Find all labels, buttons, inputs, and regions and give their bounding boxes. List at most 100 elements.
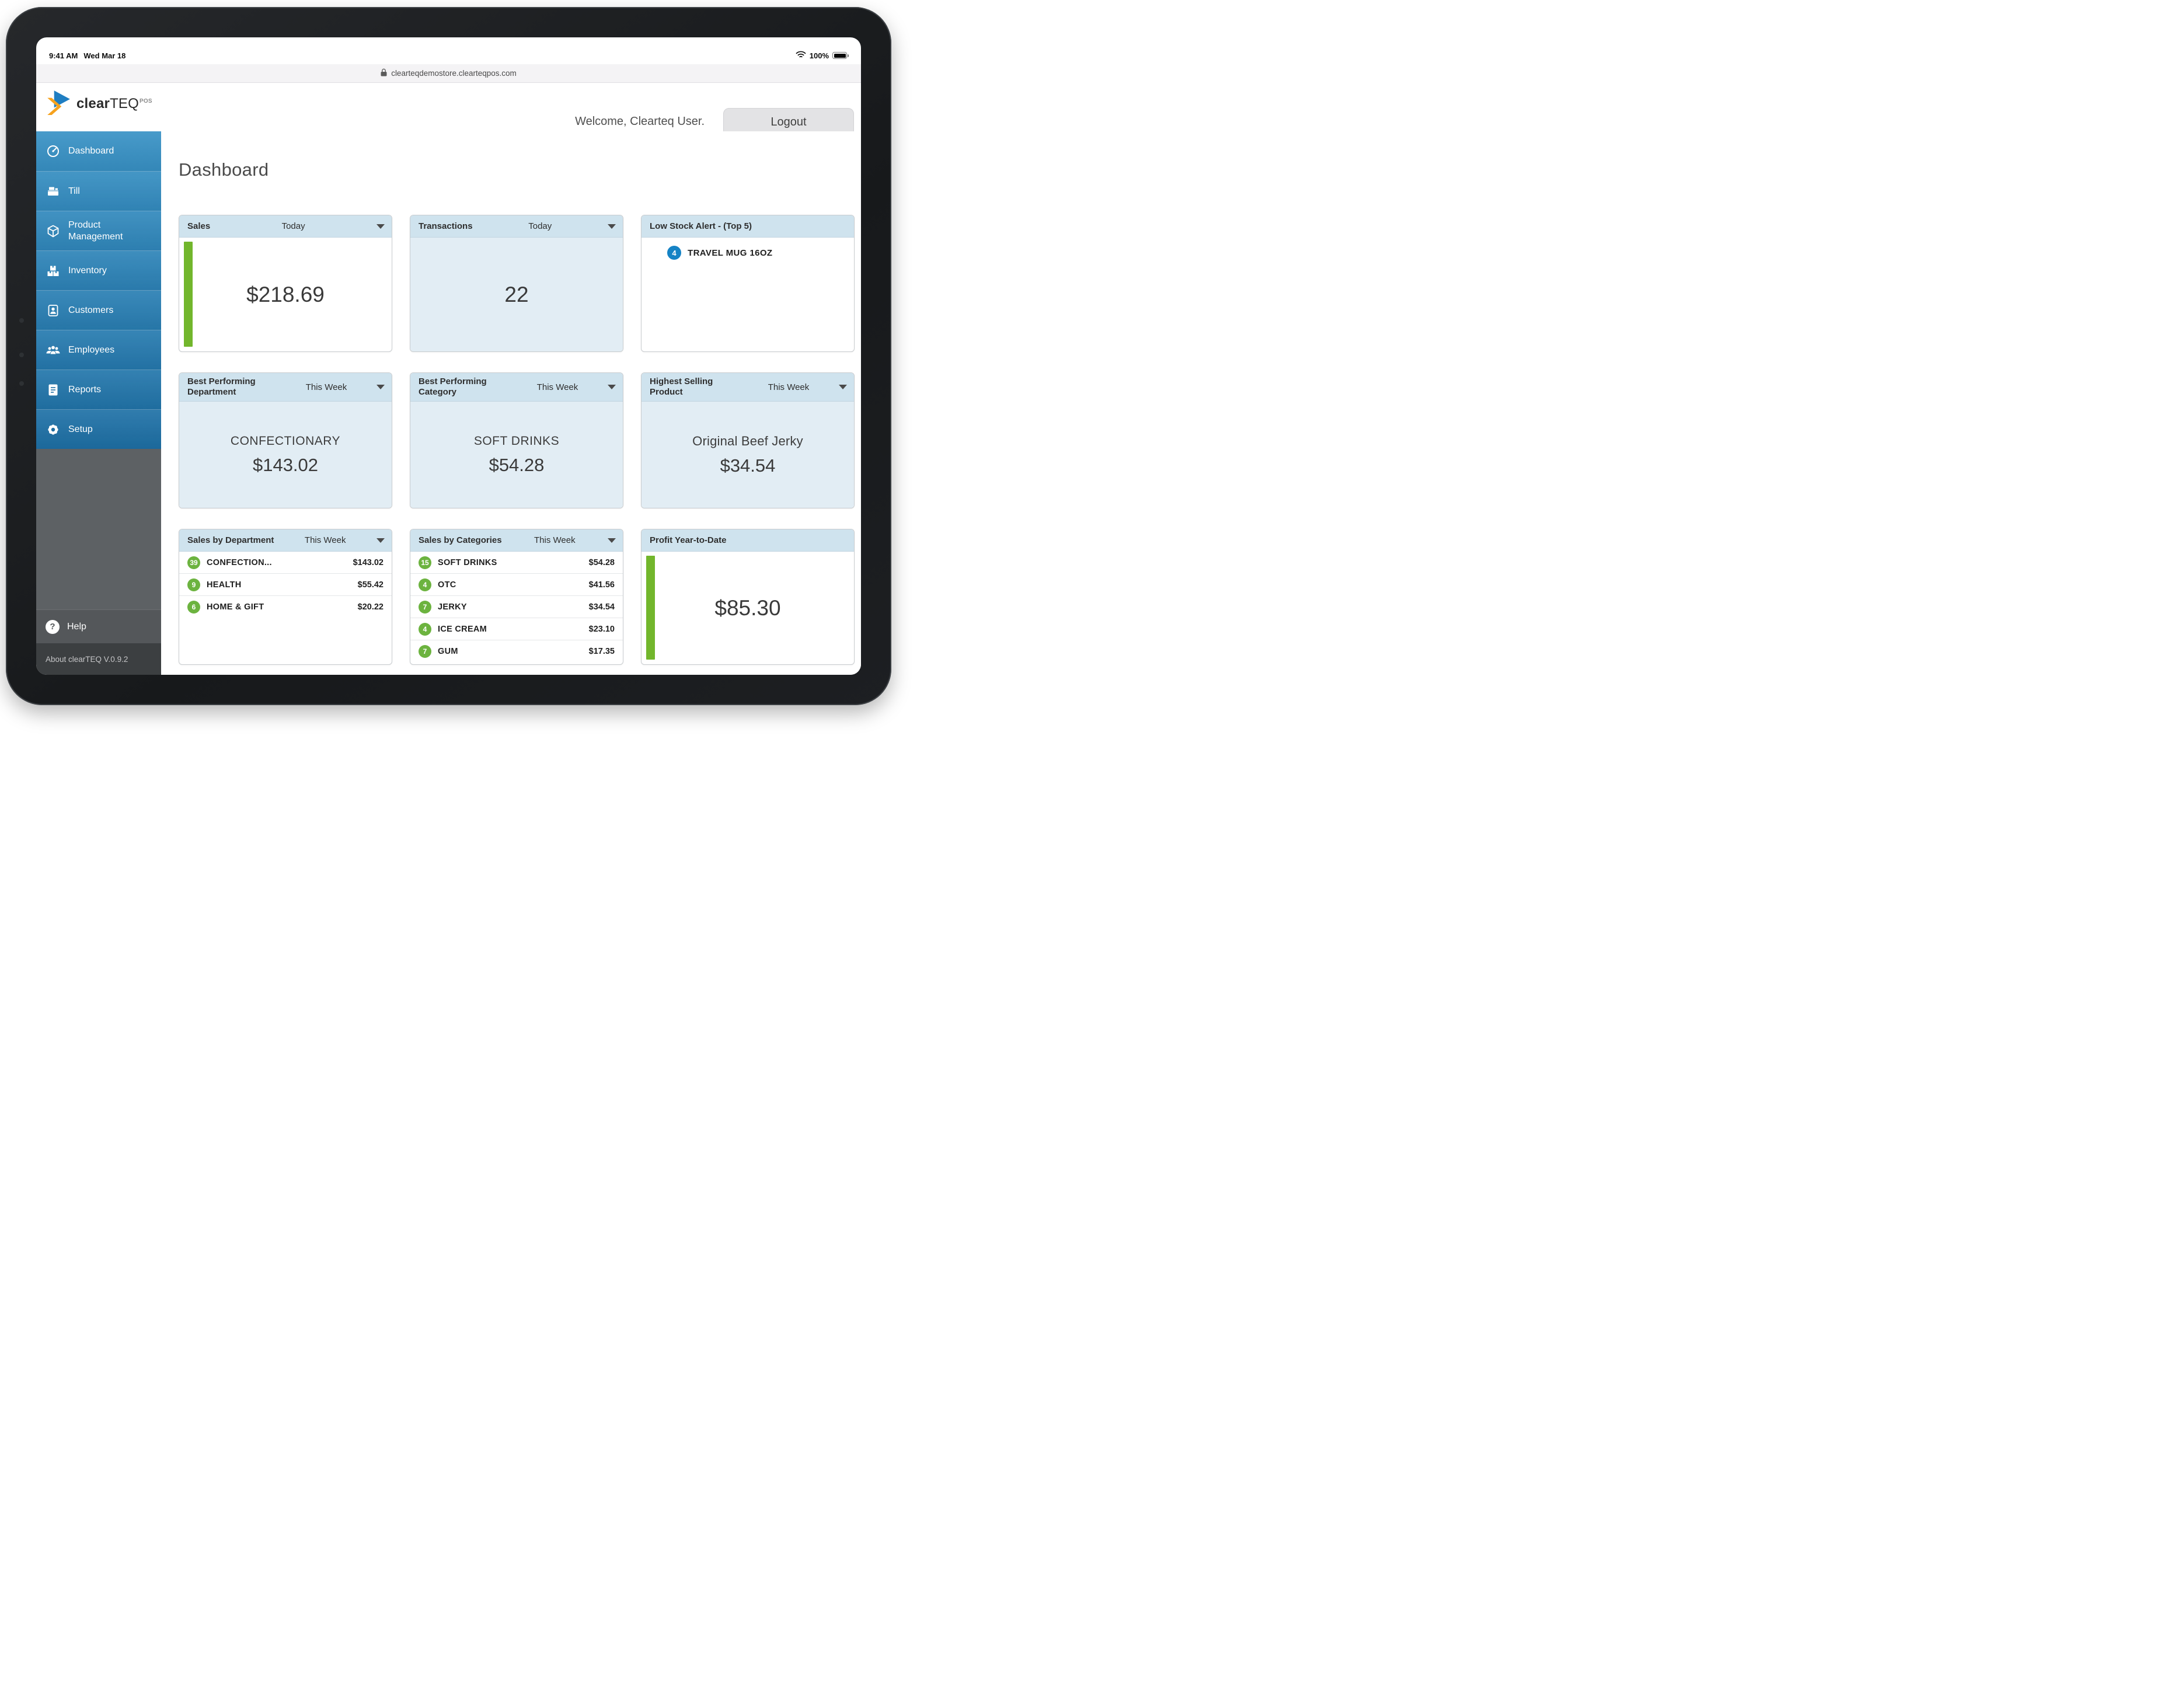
sidebar-item-setup[interactable]: Setup xyxy=(36,409,161,449)
card-profit-ytd: Profit Year-to-Date $85.30 xyxy=(641,529,855,665)
help-icon: ? xyxy=(46,619,60,634)
sales-value: $218.69 xyxy=(246,282,325,306)
lock-icon xyxy=(381,68,387,78)
sidebar-item-label: Dashboard xyxy=(68,146,114,156)
count-badge: 6 xyxy=(187,601,200,614)
card-title: Sales by Department xyxy=(187,535,274,545)
status-bar: 9:41 AM Wed Mar 18 100% xyxy=(36,37,861,64)
sidebar-item-reports[interactable]: Reports xyxy=(36,370,161,409)
card-transactions-body: 22 xyxy=(410,238,623,351)
table-row: 4 OTC $41.56 xyxy=(410,574,623,596)
wifi-icon xyxy=(796,51,806,60)
dashboard-grid: Sales Today $218.69 Transactions Today xyxy=(179,215,855,665)
card-title: Highest Selling Product xyxy=(650,377,713,397)
count-badge: 4 xyxy=(419,578,431,591)
screen: 9:41 AM Wed Mar 18 100% xyxy=(36,37,861,675)
row-name: OTC xyxy=(438,580,456,590)
status-left: 9:41 AM Wed Mar 18 xyxy=(49,51,125,60)
card-transactions-header: Transactions Today xyxy=(410,215,623,238)
card-sales-by-categories: Sales by Categories This Week 15 SOFT DR… xyxy=(410,529,623,665)
card-best-department: Best Performing Department This Week CON… xyxy=(179,372,392,508)
card-sales-header: Sales Today xyxy=(179,215,392,238)
highest-product-name: Original Beef Jerky xyxy=(692,433,803,448)
card-highest-product-body: Original Beef Jerky $34.54 xyxy=(642,402,854,508)
sidebar-item-dashboard[interactable]: Dashboard xyxy=(36,131,161,171)
card-sales-by-categories-body: 15 SOFT DRINKS $54.28 4 OTC $41.56 7 JER… xyxy=(410,552,623,664)
best-department-period-select[interactable]: This Week xyxy=(305,382,347,392)
chevron-down-icon[interactable] xyxy=(608,538,616,543)
card-sales-by-department-header: Sales by Department This Week xyxy=(179,529,392,552)
sales-period-select[interactable]: Today xyxy=(281,221,305,231)
row-name: CONFECTION... xyxy=(207,557,272,567)
count-badge: 39 xyxy=(187,556,200,569)
row-value: $23.10 xyxy=(588,624,615,634)
table-row: 7 GUM $17.35 xyxy=(410,640,623,663)
card-best-department-body: CONFECTIONARY $143.02 xyxy=(179,402,392,508)
welcome-text: Welcome, Clearteq User. xyxy=(575,115,705,128)
chevron-down-icon[interactable] xyxy=(607,224,616,229)
sales-by-department-period-select[interactable]: This Week xyxy=(304,535,346,545)
chevron-down-icon[interactable] xyxy=(607,385,616,389)
page-title: Dashboard xyxy=(179,159,269,180)
count-badge: 7 xyxy=(419,645,431,658)
best-category-period-select[interactable]: This Week xyxy=(536,382,578,392)
employees-icon xyxy=(46,343,61,357)
sidebar-item-help[interactable]: ? Help xyxy=(36,609,161,643)
app-logo: clearTEQPOS xyxy=(44,89,152,118)
transactions-period-select[interactable]: Today xyxy=(528,221,552,231)
chevron-down-icon[interactable] xyxy=(376,385,385,389)
card-low-stock-body: 4 TRAVEL MUG 16OZ xyxy=(642,238,854,351)
card-low-stock-header: Low Stock Alert - (Top 5) xyxy=(642,215,854,238)
card-transactions: Transactions Today 22 xyxy=(410,215,623,352)
sidebar-item-employees[interactable]: Employees xyxy=(36,330,161,370)
sidebar-item-label: Inventory xyxy=(68,265,107,276)
sidebar-item-label: Reports xyxy=(68,384,102,395)
highest-product-value: $34.54 xyxy=(720,455,776,476)
sidebar-item-product-management[interactable]: Product Management xyxy=(36,211,161,250)
highest-product-period-select[interactable]: This Week xyxy=(768,382,810,392)
card-sales-by-department-body: 39 CONFECTION... $143.02 9 HEALTH $55.42… xyxy=(179,552,392,664)
card-title: Sales by Categories xyxy=(419,535,502,545)
row-name: JERKY xyxy=(438,602,467,612)
row-value: $41.56 xyxy=(588,580,615,590)
chevron-down-icon[interactable] xyxy=(376,538,385,543)
row-name: HEALTH xyxy=(207,580,242,590)
customers-icon xyxy=(46,304,61,318)
card-title: Profit Year-to-Date xyxy=(650,535,727,545)
sidebar-item-label: Employees xyxy=(68,344,115,355)
card-title: Transactions xyxy=(419,221,473,231)
sidebar-nav: Dashboard Till xyxy=(36,131,161,449)
side-button xyxy=(19,381,24,386)
chevron-down-icon[interactable] xyxy=(838,385,847,389)
logo-teq: TEQ xyxy=(110,95,139,111)
ipad-frame: 9:41 AM Wed Mar 18 100% xyxy=(6,7,891,705)
clearteq-logo-icon xyxy=(44,89,71,118)
url-bar[interactable]: clearteqdemostore.clearteqpos.com xyxy=(36,64,861,83)
row-value: $54.28 xyxy=(588,557,615,567)
sidebar-item-inventory[interactable]: Inventory xyxy=(36,250,161,290)
card-highest-product-header: Highest Selling Product This Week xyxy=(642,373,854,402)
status-date: Wed Mar 18 xyxy=(83,51,126,60)
row-value: $34.54 xyxy=(588,602,615,612)
count-badge: 9 xyxy=(187,578,200,591)
stock-item-name: TRAVEL MUG 16OZ xyxy=(688,248,773,258)
profit-accent-bar xyxy=(646,556,655,660)
side-button xyxy=(19,318,24,323)
sidebar-item-label: Till xyxy=(68,186,80,196)
row-value: $143.02 xyxy=(353,557,384,567)
sidebar-item-customers[interactable]: Customers xyxy=(36,290,161,330)
inventory-icon xyxy=(46,264,61,278)
card-sales-by-categories-header: Sales by Categories This Week xyxy=(410,529,623,552)
sales-by-categories-period-select[interactable]: This Week xyxy=(534,535,576,545)
chevron-down-icon[interactable] xyxy=(376,224,385,229)
table-row: 15 SOFT DRINKS $54.28 xyxy=(410,552,623,574)
card-highest-product: Highest Selling Product This Week Origin… xyxy=(641,372,855,508)
row-value: $17.35 xyxy=(588,647,615,656)
reports-icon xyxy=(46,383,61,397)
sidebar-item-label: Customers xyxy=(68,305,114,315)
sidebar-filler xyxy=(36,449,161,609)
row-name: SOFT DRINKS xyxy=(438,557,497,567)
sidebar-item-till[interactable]: Till xyxy=(36,171,161,211)
logo-clear: clear xyxy=(76,95,110,111)
count-badge: 7 xyxy=(419,600,431,614)
